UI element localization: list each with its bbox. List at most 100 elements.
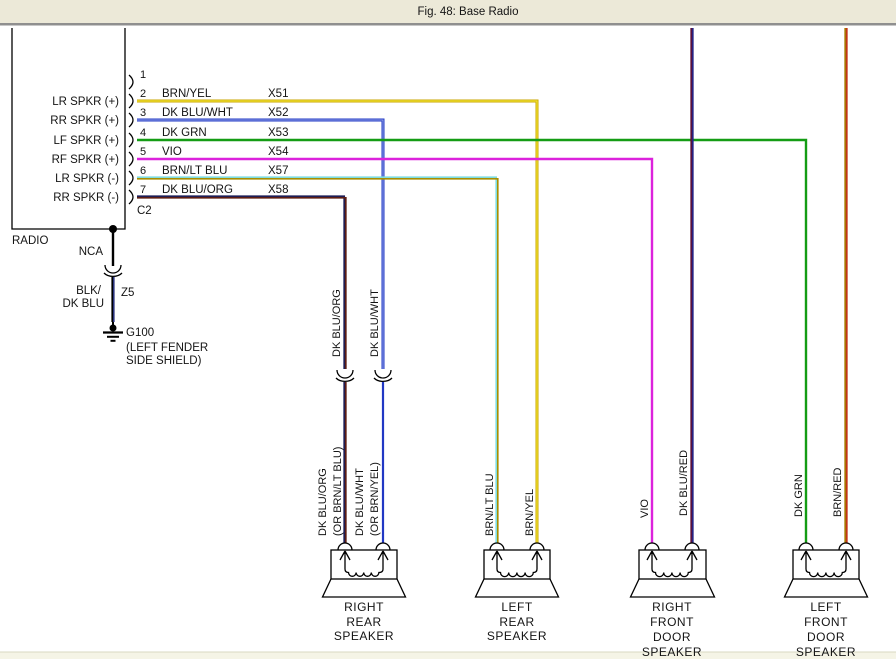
speaker-name-line: REAR <box>346 615 381 629</box>
connector-cup-icon <box>373 377 393 383</box>
wire-label-dk-blu-wht-alt: (OR BRN/YEL) <box>369 462 381 536</box>
speaker-left-rear <box>474 542 560 598</box>
speaker-cone <box>783 578 869 598</box>
terminal-socket-icon <box>337 542 353 551</box>
pin-number: 5 <box>140 146 146 158</box>
speaker-body <box>792 549 860 580</box>
wire-brn-lt-blu-ltblu <box>137 176 498 543</box>
wire-brn-yel <box>137 99 539 543</box>
circuit-code: X57 <box>268 165 288 177</box>
wire-dk-grn <box>137 138 808 543</box>
wire-brn-lt-blu <box>137 176 499 543</box>
circuit-code: X51 <box>268 88 288 100</box>
wire-name: DK BLU/WHT <box>162 107 233 119</box>
circuit-code: X54 <box>268 146 289 158</box>
speaker-left-front-door <box>783 542 869 598</box>
ground-wire-color-1: BLK/ <box>76 285 102 297</box>
pin-bracket-icon <box>128 151 134 167</box>
pin-wire-names: BRN/YEL DK BLU/WHT DK GRN VIO BRN/LT BLU… <box>162 88 233 196</box>
voice-coil-icon <box>651 566 693 578</box>
ground-dot <box>109 324 117 332</box>
pin-number: 6 <box>140 165 146 177</box>
wire-label-brn-yel: BRN/YEL <box>524 489 536 536</box>
speaker-name-line: RIGHT <box>344 600 384 614</box>
wire-label-dk-blu-wht-upper: DK BLU/WHT <box>369 289 381 357</box>
ground-symbol-icon <box>103 322 123 342</box>
voice-coil-icon <box>344 566 384 577</box>
ground-code-label: G100 <box>126 327 154 339</box>
speaker-name-line: DOOR <box>807 630 845 644</box>
connector-cup-icon <box>104 264 122 274</box>
terminal-arrow-icon <box>377 550 389 566</box>
terminal-socket-icon <box>684 542 700 551</box>
wire-dk-blu-wht-stripe <box>137 119 384 369</box>
terminal-socket-icon <box>644 542 660 551</box>
connector-cup-icon <box>336 369 354 379</box>
speaker-right-rear <box>321 542 407 598</box>
pin-bracket-icon <box>128 189 134 205</box>
inline-connector-dk-blu-org <box>335 369 355 383</box>
terminal-arrow-icon <box>646 550 658 566</box>
terminal-arrow-icon <box>840 550 852 566</box>
wire-vio <box>137 157 654 543</box>
ground-location-1: (LEFT FENDER <box>126 342 208 354</box>
wire-name: BRN/YEL <box>162 88 212 100</box>
nca-label: NCA <box>79 246 104 258</box>
speaker-cone <box>629 578 716 598</box>
pin-number: 2 <box>140 88 146 100</box>
pin-brackets <box>128 74 134 205</box>
pin-bracket-icon <box>128 74 134 90</box>
title-bar-divider <box>0 23 896 26</box>
radio-label: RADIO <box>12 235 48 247</box>
speaker-name-line: SPEAKER <box>487 629 547 643</box>
wire-dk-blu-org-org <box>137 196 347 369</box>
pin-function-label: RF SPKR (+) <box>52 154 120 166</box>
circuit-code: X58 <box>268 184 288 196</box>
wire-label-dk-blu-wht-lower: DK BLU/WHT <box>354 468 366 536</box>
pin-function-label: RR SPKR (+) <box>50 115 119 127</box>
pin-function-label: RR SPKR (-) <box>53 192 119 204</box>
wire-dk-blu-org-navy <box>137 195 346 369</box>
speaker-cone <box>474 578 560 598</box>
wire-label-dk-blu-org-lower: DK BLU/ORG <box>317 468 329 536</box>
speaker-right-front-door <box>629 542 716 598</box>
wire-blk-dk-blu <box>111 277 115 322</box>
terminal-socket-icon <box>375 542 391 551</box>
voice-coil-icon <box>805 566 847 578</box>
ground-wire-color-2: DK BLU <box>62 298 104 310</box>
pin-bracket-icon <box>128 170 134 186</box>
ground-circuit-label: Z5 <box>121 287 134 299</box>
wire-name: VIO <box>162 146 182 158</box>
speaker-name-line: FRONT <box>804 615 848 629</box>
voice-coil-icon <box>496 566 538 578</box>
terminal-socket-icon <box>798 542 814 551</box>
wire-brn-lt-blu-brn <box>137 178 499 543</box>
radio-box <box>11 28 126 230</box>
terminal-arrow-icon <box>531 550 543 566</box>
connector-cup-icon <box>103 272 123 278</box>
ground-location-2: SIDE SHIELD) <box>126 355 202 367</box>
wire-brn-yel-stripe <box>137 100 538 543</box>
wire-label-dk-blu-org-upper: DK BLU/ORG <box>331 289 343 357</box>
speaker-cone <box>321 578 407 598</box>
wire-label-dk-blu-red: DK BLU/RED <box>678 450 690 516</box>
wire-name: BRN/LT BLU <box>162 165 227 177</box>
wire-label-vio: VIO <box>639 499 651 518</box>
circuit-codes: X51 X52 X53 X54 X57 X58 <box>268 88 289 196</box>
speaker-name-line: SPEAKER <box>642 645 702 659</box>
speaker-body <box>638 549 707 580</box>
wire-name: DK BLU/ORG <box>162 184 233 196</box>
speaker-name-line: DOOR <box>653 630 691 644</box>
pin-function-label: LR SPKR (-) <box>55 173 119 185</box>
title-bar <box>0 0 896 23</box>
pin-number: 4 <box>140 127 146 139</box>
figure-title: Fig. 48: Base Radio <box>417 6 518 18</box>
speaker-body <box>330 549 398 580</box>
wire-label-dk-blu-org-alt: (OR BRN/LT BLU) <box>332 447 344 536</box>
terminal-arrow-icon <box>339 550 351 566</box>
pin-bracket-icon <box>128 132 134 148</box>
connector-cup-icon <box>374 369 392 379</box>
pin-function-label: LR SPKR (+) <box>52 96 119 108</box>
